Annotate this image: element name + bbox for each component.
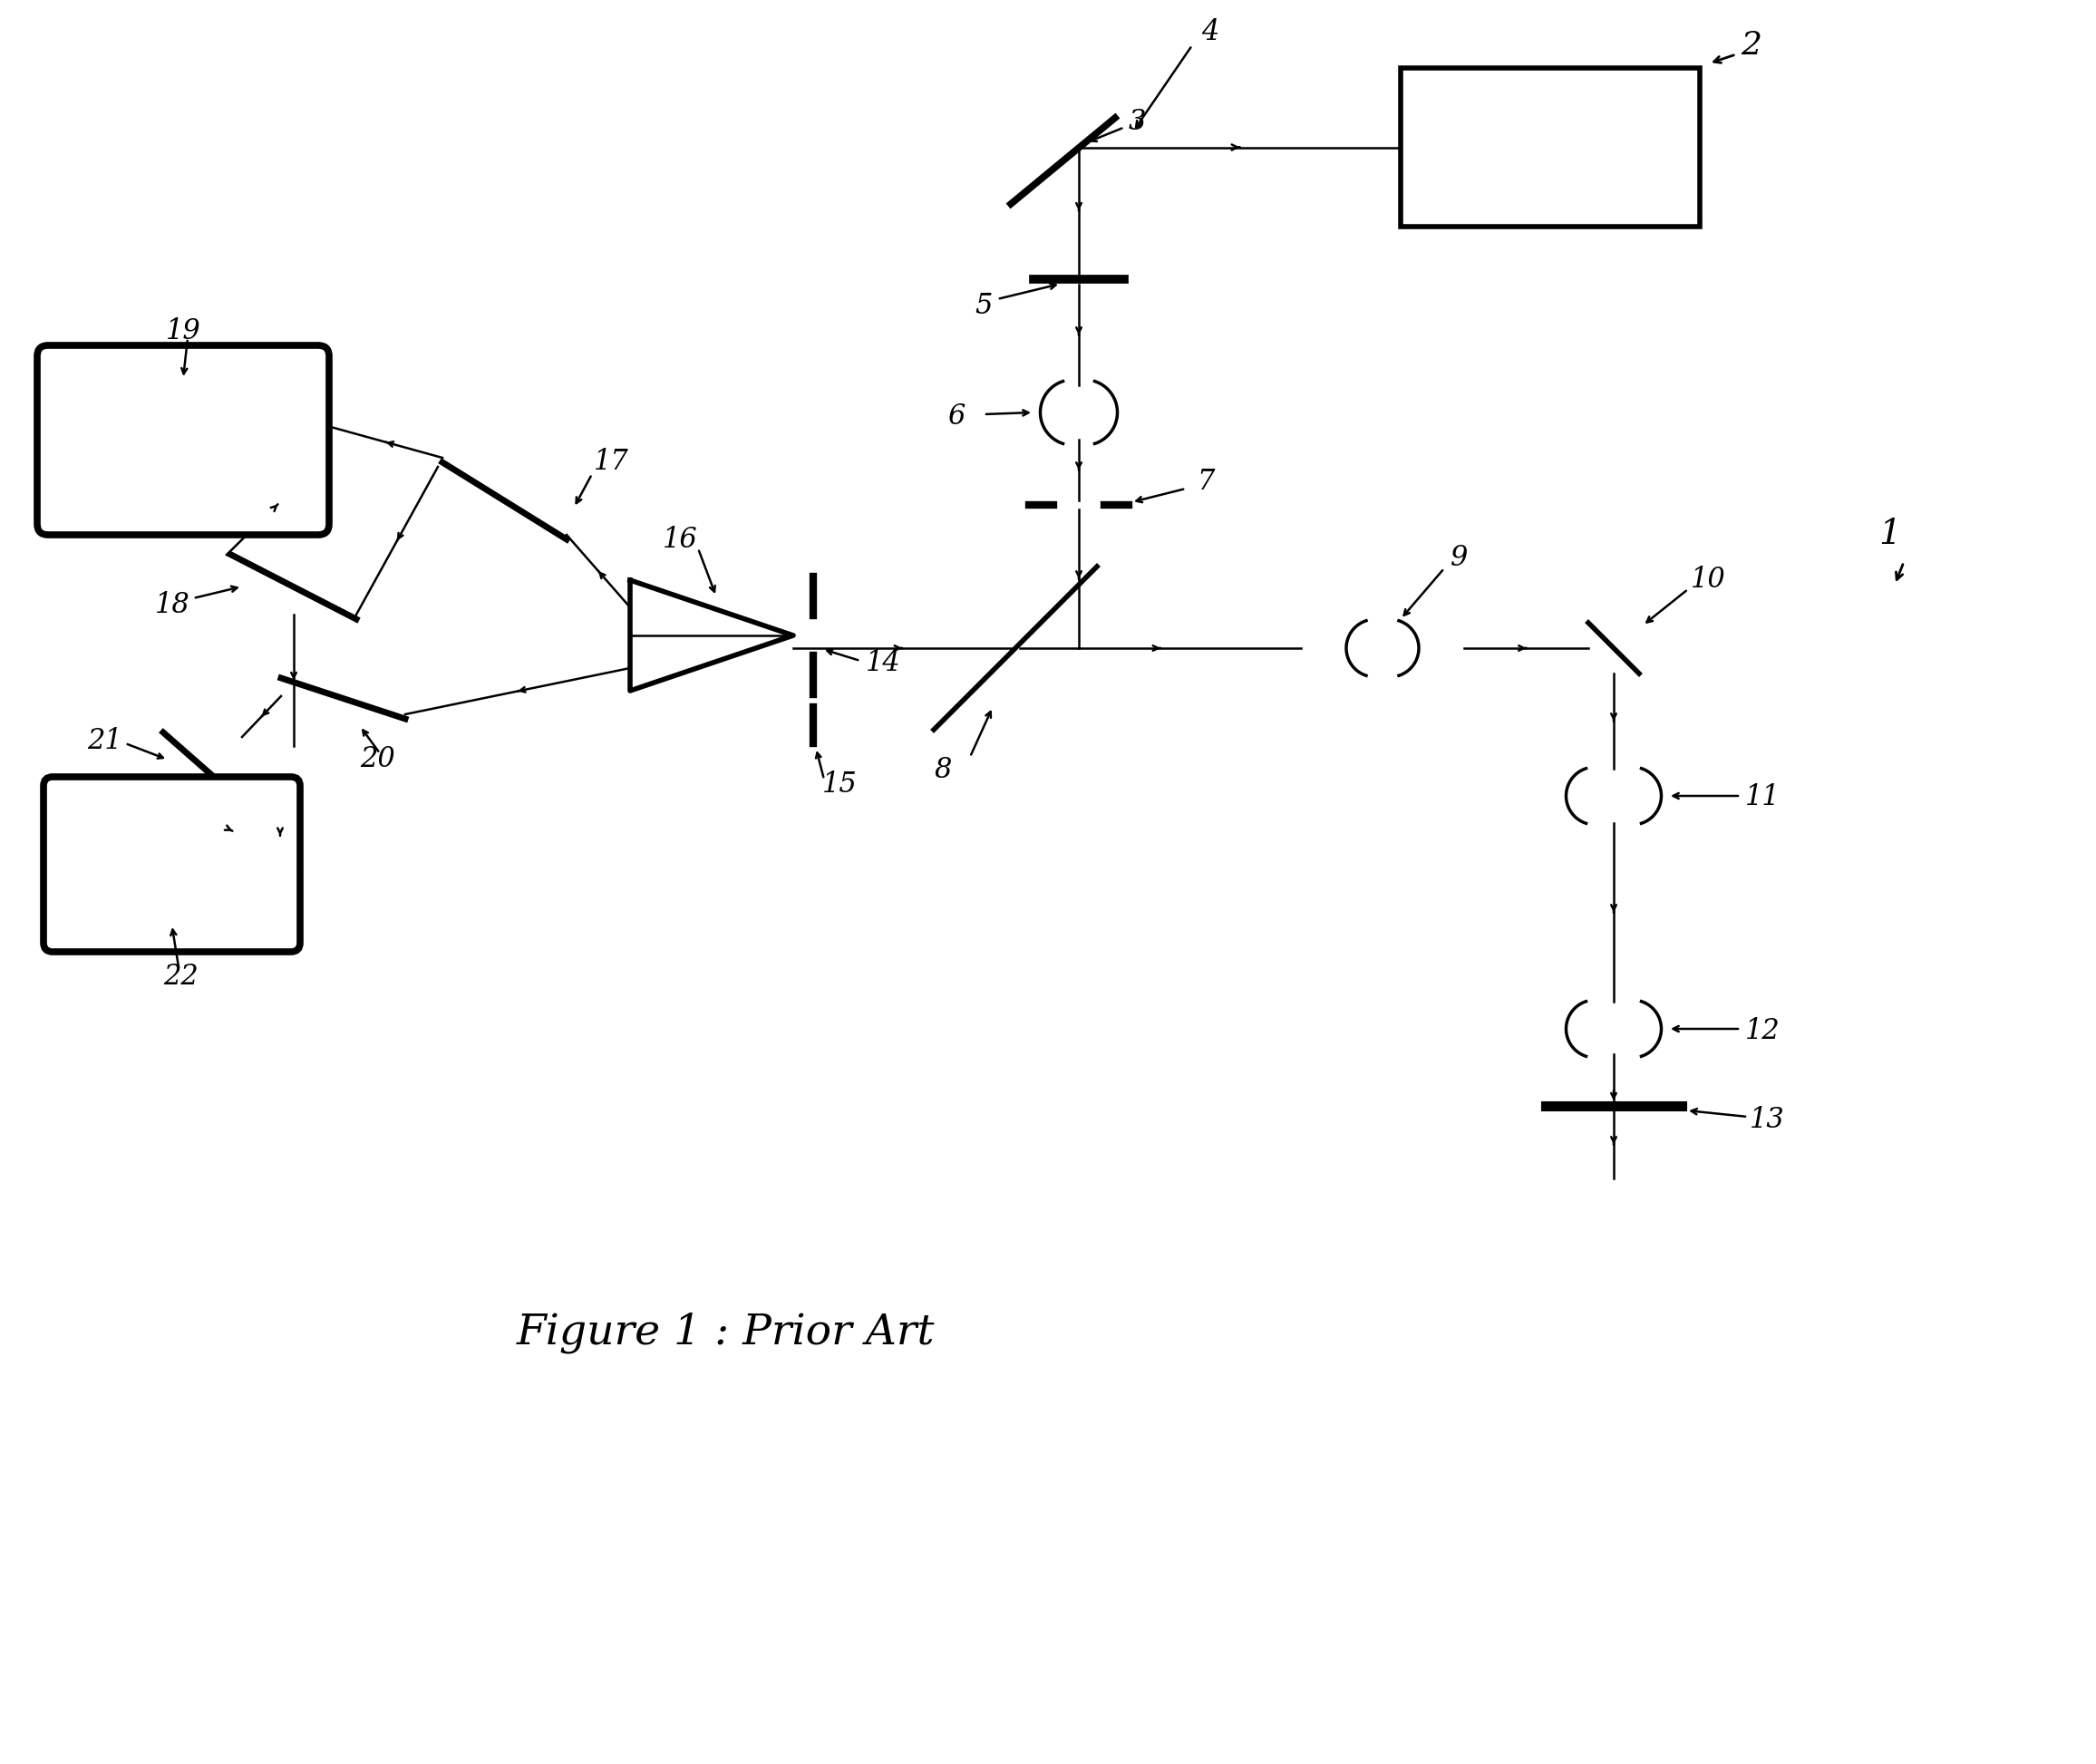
- FancyBboxPatch shape: [44, 776, 300, 953]
- Text: 15: 15: [822, 771, 857, 797]
- Text: 10: 10: [1691, 566, 1725, 594]
- Text: 1: 1: [1878, 519, 1901, 552]
- Text: 12: 12: [1746, 1016, 1780, 1044]
- Text: 18: 18: [155, 591, 191, 619]
- FancyBboxPatch shape: [38, 346, 329, 534]
- Text: 8: 8: [935, 757, 952, 785]
- Text: 16: 16: [662, 526, 698, 554]
- Text: 17: 17: [593, 448, 629, 476]
- Text: 3: 3: [1128, 108, 1147, 136]
- Text: 6: 6: [947, 402, 966, 430]
- Text: Figure 1 : Prior Art: Figure 1 : Prior Art: [516, 1312, 935, 1353]
- Text: 20: 20: [361, 746, 396, 774]
- Text: 2: 2: [1740, 30, 1761, 60]
- Text: 22: 22: [163, 963, 199, 991]
- Text: 7: 7: [1197, 467, 1214, 496]
- Text: 21: 21: [88, 727, 122, 755]
- Text: 19: 19: [166, 318, 201, 346]
- Text: 14: 14: [866, 649, 901, 677]
- FancyBboxPatch shape: [1400, 69, 1700, 226]
- Text: 5: 5: [975, 293, 991, 321]
- Text: 9: 9: [1450, 543, 1467, 572]
- Text: 13: 13: [1750, 1106, 1786, 1134]
- Text: 4: 4: [1201, 18, 1218, 46]
- Polygon shape: [631, 580, 792, 691]
- Text: 11: 11: [1746, 783, 1780, 811]
